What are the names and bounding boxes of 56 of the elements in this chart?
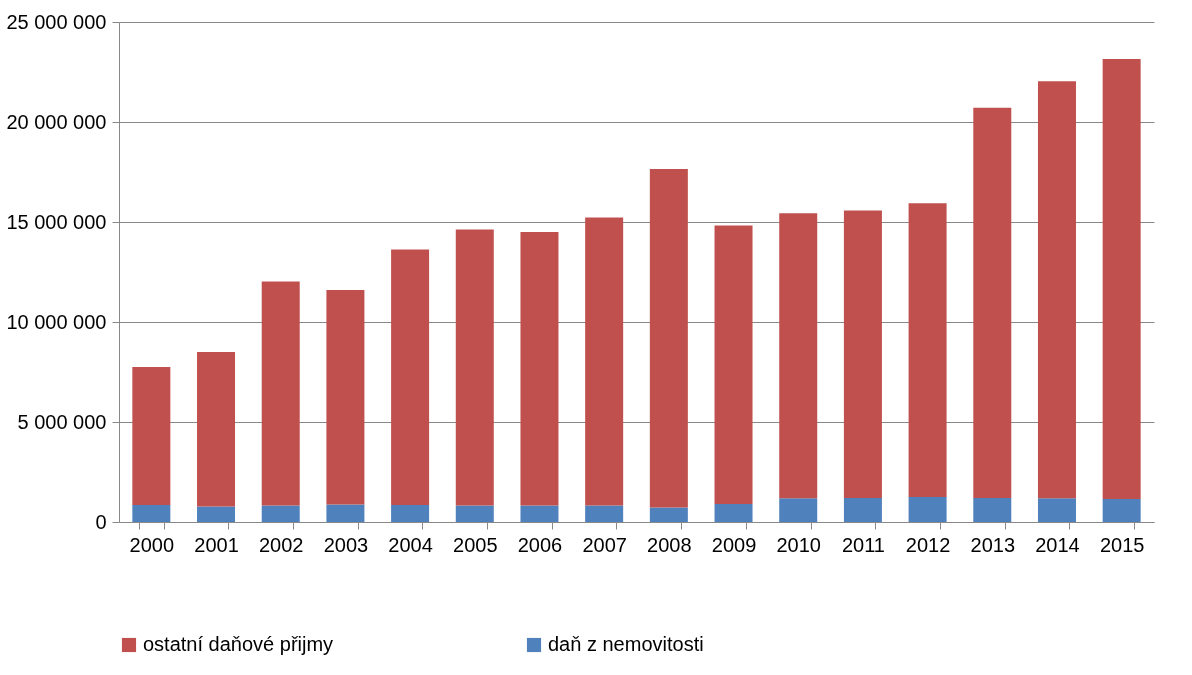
bar [197,506,236,522]
x-tick-label: 2004 [388,533,433,556]
bar [843,210,882,498]
y-tick-label: 0 [95,510,107,533]
bar [520,505,559,522]
x-tick-label: 2005 [453,533,498,556]
x-tick-label: 2001 [194,533,239,556]
x-tick-label: 2010 [776,533,821,556]
x-tick-label: 2000 [129,533,175,556]
bar [649,169,688,508]
x-tick-label: 2009 [711,533,757,556]
bar [326,290,365,505]
bar [779,498,818,522]
x-tick-label: 2007 [582,533,627,556]
bar [585,217,624,506]
bar [908,497,947,522]
bar [132,505,171,522]
bar [843,498,882,522]
bar [132,367,171,505]
bar [1037,498,1076,522]
x-tick-label: 2015 [1099,533,1145,556]
y-tick-label: 10 000 000 [6,310,107,333]
bar [1037,81,1076,499]
bar [391,505,430,522]
x-tick-label: 2014 [1035,533,1080,556]
bar [649,507,688,522]
bar [455,505,494,522]
legend-label: daň z nemovitosti [548,633,704,655]
x-tick-label: 2012 [905,533,951,556]
bar [326,504,365,522]
y-tick-label: 25 000 000 [6,10,107,33]
x-tick-label: 2006 [517,533,563,556]
legend-label: ostatní daňové přijmy [143,633,334,655]
y-tick-label: 20 000 000 [6,110,107,133]
x-tick-label: 2002 [258,533,304,556]
bar [973,498,1012,522]
bar [261,281,300,506]
x-tick-label: 2008 [647,533,692,556]
bar [1102,499,1141,522]
x-tick-label: 2011 [841,533,885,556]
bar [197,352,236,507]
bar [779,213,818,499]
bar [973,107,1012,498]
bar [261,505,300,522]
bar [1102,59,1141,499]
x-tick-label: 2003 [323,533,369,556]
y-tick-label: 5 000 000 [17,410,107,433]
bar [455,229,494,506]
bar [585,505,624,522]
bar [714,504,753,522]
bar [714,225,753,504]
bar [391,249,430,505]
bar [908,203,947,497]
bar [520,232,559,506]
x-tick-label: 2013 [970,533,1016,556]
y-tick-label: 15 000 000 [6,210,107,233]
